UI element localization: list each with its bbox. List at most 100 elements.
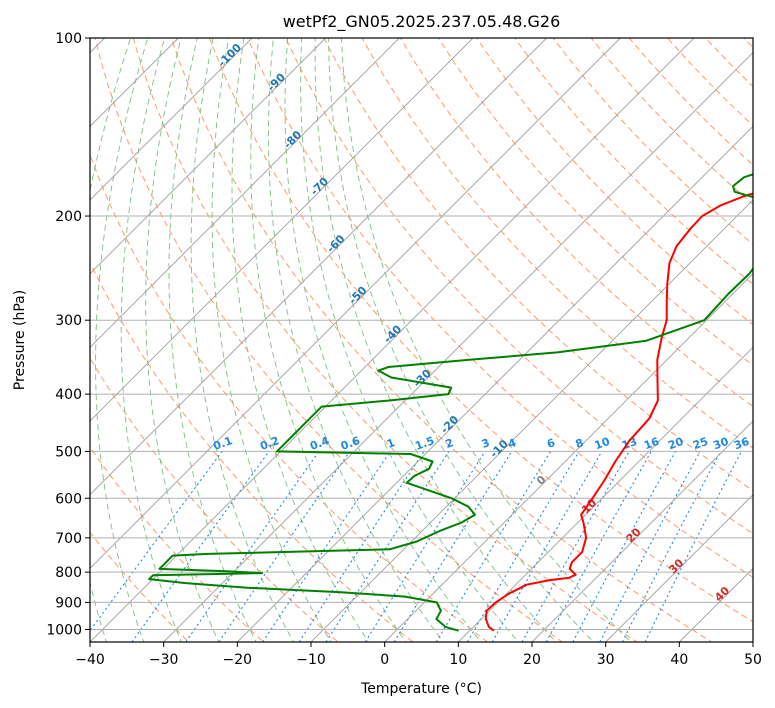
plot-background (90, 38, 753, 642)
x-tick-label: −30 (149, 652, 179, 668)
dry-adiabat (755, 11, 775, 654)
x-tick-label: 20 (523, 652, 541, 668)
mixing-ratio-line (467, 451, 580, 642)
dewpoint-profile-line (148, 173, 753, 632)
mixing-ratio-label: 8 (574, 436, 586, 451)
dry-adiabat (90, 153, 489, 642)
mixing-ratio-line (599, 451, 701, 642)
x-axis-title: Temperature (°C) (360, 681, 482, 697)
mixing-ratio-label: 10 (593, 435, 612, 453)
dry-adiabat (90, 531, 190, 642)
isotherm-line (90, 38, 253, 201)
isotherm-line (90, 38, 326, 275)
mixing-ratio-label: 0.1 (211, 434, 234, 453)
y-axis-title: Pressure (hPa) (12, 290, 28, 390)
mixing-ratio-label: 2 (444, 436, 456, 451)
y-tick-label: 800 (55, 565, 82, 581)
moist-adiabat (341, 38, 632, 642)
mixing-ratio-line (393, 451, 513, 642)
mixing-ratio-label: 20 (666, 435, 685, 453)
mixing-ratio-line (545, 451, 652, 642)
plot-frame (89, 37, 754, 643)
x-tick-label: 40 (670, 652, 688, 668)
mixing-ratio-label: 0.6 (339, 434, 362, 453)
mixing-ratio-label: 6 (545, 436, 557, 451)
x-tick-label: 10 (449, 652, 467, 668)
moist-adiabat (168, 38, 257, 642)
dry-adiabat (247, 38, 753, 578)
mixing-ratio-label: 4 (506, 436, 518, 451)
dry-adiabat (361, 38, 753, 449)
mixing-ratio-line (572, 451, 676, 642)
isotherm-line (310, 199, 753, 642)
dry-adiabat (170, 38, 713, 642)
mixing-ratio-line (521, 451, 630, 642)
dry-adiabat (208, 38, 753, 623)
moist-adiabat (95, 38, 149, 642)
mixing-ratio-line (364, 451, 486, 642)
y-tick-label: 100 (55, 31, 82, 47)
mixing-ratio-label: 0.4 (308, 434, 331, 453)
x-tick-label: −10 (296, 652, 326, 668)
isotherm-line (605, 494, 753, 642)
dry-adiabat (323, 38, 753, 492)
x-tick-label: 0 (380, 652, 389, 668)
mixing-ratio-line (90, 451, 223, 632)
mixing-ratio-line (435, 451, 552, 642)
y-tick-label: 500 (55, 444, 82, 460)
moist-adiabat (231, 38, 369, 642)
y-tick-label: 1000 (46, 622, 82, 638)
isotherm-line (90, 38, 400, 348)
dry-adiabat (90, 357, 339, 642)
mixing-ratio-line (491, 451, 603, 642)
moist-adiabat (250, 38, 407, 642)
moist-adiabat (190, 38, 295, 642)
mixing-ratio-line (298, 451, 425, 642)
mixing-ratio-label: 25 (691, 435, 710, 452)
y-tick-label: 400 (55, 387, 82, 403)
moist-adiabat (145, 38, 220, 642)
y-tick-label: 900 (55, 595, 82, 611)
x-tick-label: −20 (223, 652, 253, 668)
x-tick-label: 50 (744, 652, 762, 668)
temperature-profile-line (484, 192, 753, 632)
mixing-ratio-label: 3 (480, 436, 492, 451)
isotherm-line (163, 52, 753, 642)
mixing-ratio-label: 30 (712, 435, 731, 453)
y-tick-label: 200 (55, 209, 82, 225)
isotherm-line (90, 38, 474, 422)
isotherm-line (90, 38, 621, 569)
moist-adiabat (90, 38, 132, 642)
moist-adiabat (300, 38, 519, 642)
dry-adiabat (90, 261, 414, 642)
dry-adiabat (514, 38, 753, 285)
sounding-series (148, 173, 753, 632)
isotherm-line (752, 641, 753, 642)
x-axis: −40 −30 −20 −10 0 10 20 30 40 50 (75, 642, 762, 668)
dry-adiabat (90, 446, 265, 642)
mixing-ratio-label: 1 (385, 436, 397, 451)
isotherm-line (531, 420, 753, 642)
x-tick-label: 30 (597, 652, 615, 668)
isotherm-line (237, 125, 753, 642)
isotherm-line (458, 346, 753, 642)
mixing-ratio-line (325, 451, 450, 642)
moist-adiabat (120, 38, 182, 642)
mixing-ratio-label: 36 (732, 435, 751, 453)
mixing-ratio-label: 0.2 (258, 434, 281, 453)
dry-adiabat (94, 38, 564, 642)
y-tick-label: 700 (55, 531, 82, 547)
y-axis: 1000 900 800 700 600 500 400 300 200 100 (46, 31, 90, 638)
moist-adiabat (328, 38, 595, 642)
y-tick-label: 300 (55, 313, 82, 329)
isotherm-line (90, 38, 695, 642)
y-tick-label: 600 (55, 491, 82, 507)
x-tick-label: −40 (75, 652, 105, 668)
chart-title: wetPf2_GN05.2025.237.05.48.G26 (283, 12, 561, 32)
gridlines (90, 38, 753, 630)
background-lines (90, 11, 775, 654)
mixing-ratio-line (621, 451, 722, 642)
isotherm-line (384, 273, 753, 642)
moist-adiabat (268, 38, 444, 642)
